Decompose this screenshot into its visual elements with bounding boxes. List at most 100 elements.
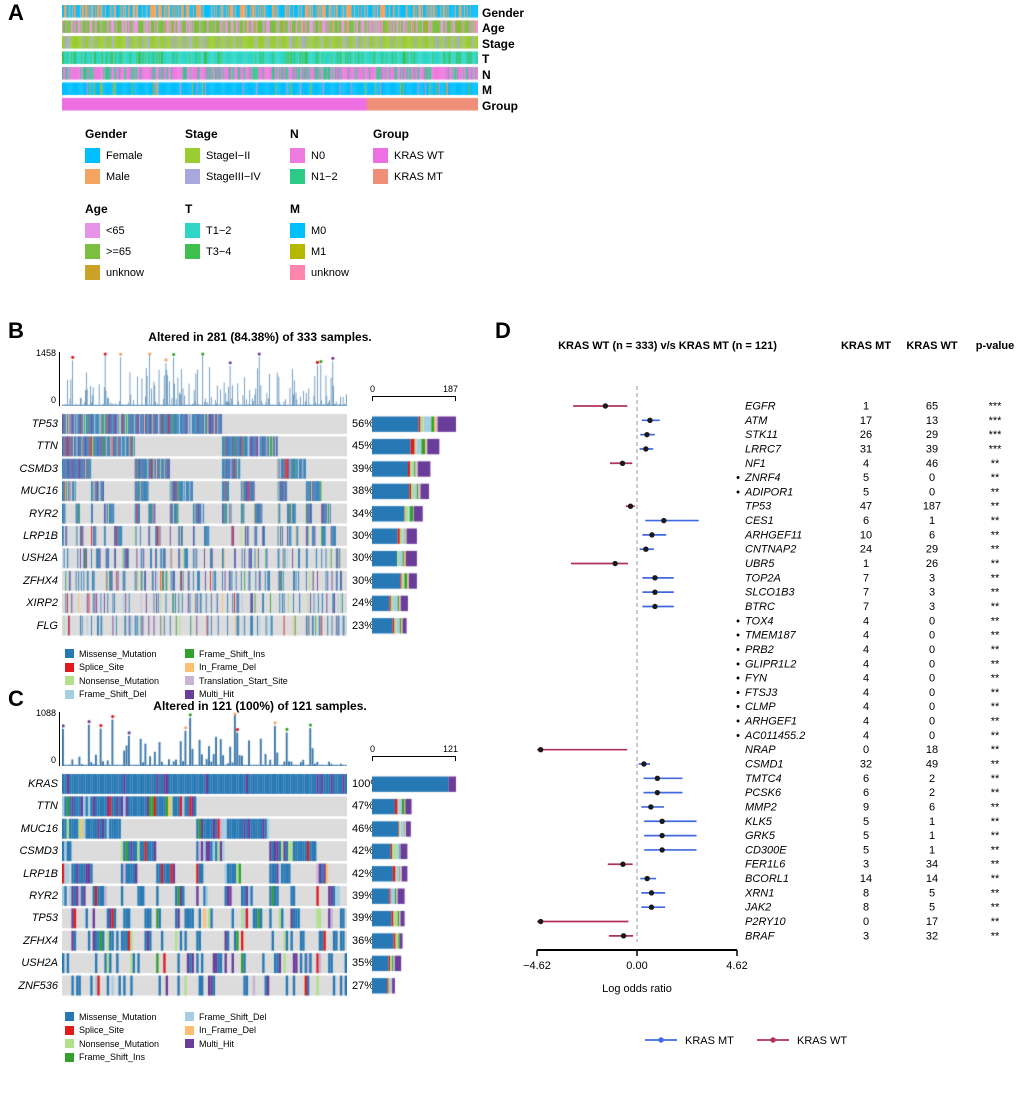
legend-n: N N0 N1−2 — [290, 127, 338, 187]
odds-ratio-dot — [602, 403, 609, 409]
gene-label: USH2A — [21, 552, 58, 565]
wt-count: 13 — [926, 415, 938, 427]
mt-count: 26 — [860, 429, 872, 441]
track-label-gender: Gender — [482, 5, 525, 20]
tmb-c-axis-max: 1088 — [35, 708, 56, 718]
legend-item-label: StageIII−IV — [206, 170, 261, 183]
gene-percent: 38% — [352, 485, 375, 498]
clinical-track-labels: Gender Age Stage T N M Group — [482, 5, 524, 114]
mutation-legend-item: Multi_Hit — [185, 1037, 305, 1051]
p-value: ** — [991, 830, 1000, 842]
legend-item: StageI−II — [185, 145, 261, 166]
odds-ratio-dot — [654, 775, 661, 782]
odds-ratio-dot — [652, 575, 658, 581]
forest-gene-label: MMP2 — [745, 801, 777, 813]
legend-swatch — [185, 223, 200, 238]
legend-item: unknow — [290, 262, 349, 283]
forest-gene-label: NF1 — [745, 458, 766, 470]
legend-swatch — [185, 148, 200, 163]
wt-count: 39 — [926, 443, 938, 455]
legend-m: M M0 M1 unknow — [290, 202, 349, 283]
track-label-age: Age — [482, 21, 505, 36]
odds-ratio-dot — [612, 560, 618, 567]
gene-percent: 30% — [352, 530, 375, 542]
gene-percent: 36% — [352, 934, 375, 947]
legend-gender: Gender Female Male — [85, 127, 143, 187]
forest-gene-label: FYN — [745, 673, 767, 685]
mutation-legend-c: Missense_Mutation Splice_Site Nonsense_Mut… — [65, 1010, 305, 1064]
forest-x-axis-label: Log odds ratio — [602, 983, 672, 995]
wt-count: 3 — [929, 587, 935, 599]
gene-percent: 24% — [352, 597, 375, 610]
mutation-legend-item: Missense_Mutation — [65, 647, 185, 661]
wt-count: 0 — [929, 615, 935, 627]
odds-ratio-dot — [643, 446, 649, 452]
tmb-b-axis-line — [59, 352, 60, 406]
mt-count: 9 — [863, 801, 869, 813]
mutation-legend-item: Frame_Shift_Del — [185, 1010, 305, 1024]
mutation-legend-label: Splice_Site — [79, 1025, 125, 1036]
odds-ratio-dot — [648, 904, 655, 910]
gene-percent: 45% — [352, 440, 375, 453]
mt-count: 24 — [860, 544, 872, 556]
bar-axis-c-tick — [372, 756, 373, 761]
p-value: ** — [991, 515, 1000, 527]
wt-count: 0 — [929, 630, 935, 642]
legend-title: T — [185, 202, 193, 216]
wt-count: 2 — [929, 787, 935, 799]
legend-swatch — [85, 265, 100, 280]
wt-count: 0 — [929, 701, 935, 713]
track-label-group: Group — [482, 98, 518, 113]
legend-swatch — [290, 244, 305, 259]
legend-swatch — [290, 265, 305, 280]
gene-percent: 46% — [352, 822, 375, 835]
gene-label: ZFHX4 — [23, 574, 58, 587]
mutation-legend-label: In_Frame_Del — [199, 1025, 257, 1036]
legend-swatch — [290, 148, 305, 163]
wt-count: 187 — [923, 501, 941, 513]
tmb-b-axis-max: 1458 — [35, 348, 56, 358]
panel-c-label: C — [8, 686, 24, 711]
mutation-legend-item: Nonsense_Mutation — [65, 674, 185, 688]
wt-count: 32 — [926, 930, 938, 942]
legend-stage: Stage StageI−II StageIII−IV — [185, 127, 261, 187]
p-value: ** — [991, 587, 1000, 599]
mutation-legend-label: Splice_Site — [79, 662, 125, 673]
wt-count: 0 — [929, 486, 935, 498]
wt-count: 34 — [926, 859, 938, 871]
mutation-legend-swatch — [185, 689, 194, 699]
legend-swatch — [85, 244, 100, 259]
mt-count: 3 — [863, 859, 869, 871]
tmb-c-axis-min: 0 — [50, 755, 56, 765]
odds-ratio-dot — [627, 503, 634, 509]
mutation-legend-label: Frame_Shift_Ins — [199, 648, 266, 659]
mutation-legend-swatch — [65, 1052, 74, 1062]
legend-item-label: Female — [106, 149, 143, 162]
mutation-legend-swatch — [65, 1039, 74, 1049]
wt-count: 1 — [929, 844, 935, 856]
gene-label: CSMD3 — [19, 845, 58, 858]
bullet-mark: • — [736, 644, 740, 656]
gene-percent: 42% — [352, 845, 375, 858]
forest-gene-label: LRRC7 — [745, 443, 782, 455]
p-value: ** — [991, 615, 1000, 627]
odds-ratio-dot — [641, 761, 647, 767]
legend-item-label: T3−4 — [206, 245, 232, 258]
gene-percent: 39% — [352, 912, 375, 925]
legend-swatch — [85, 169, 100, 184]
p-value: ** — [991, 873, 1000, 885]
wt-count: 17 — [926, 916, 938, 928]
p-value: ** — [991, 716, 1000, 728]
gene-label: CSMD3 — [19, 462, 58, 475]
mt-count: 5 — [863, 816, 869, 828]
odds-ratio-dot — [659, 847, 665, 853]
forest-gene-label: BRAF — [745, 930, 776, 942]
mt-count: 14 — [860, 873, 872, 885]
wt-count: 0 — [929, 658, 935, 670]
odds-ratio-dot — [647, 417, 653, 424]
wt-count: 26 — [926, 558, 938, 570]
legend-item: StageIII−IV — [185, 166, 261, 187]
legend-item-label: T1−2 — [206, 224, 232, 237]
bar-axis-b-max: 187 — [442, 384, 458, 394]
wt-count: 0 — [929, 716, 935, 728]
